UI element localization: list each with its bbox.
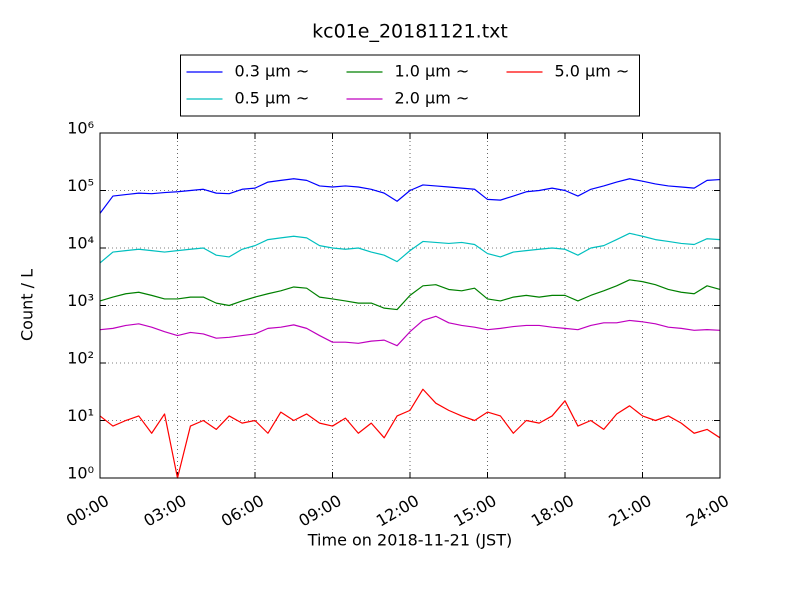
- legend-label: 0.5 μm ~: [235, 89, 310, 108]
- legend-label: 2.0 μm ~: [395, 89, 470, 108]
- y-tick-label: 10⁶: [67, 119, 94, 138]
- legend-label: 1.0 μm ~: [395, 62, 470, 81]
- y-axis-label: Count / L: [18, 269, 37, 341]
- chart-title: kc01e_20181121.txt: [312, 21, 508, 43]
- y-tick-label: 10⁰: [67, 464, 94, 483]
- x-axis-label: Time on 2018-11-21 (JST): [307, 531, 512, 550]
- plot-frame: [99, 132, 721, 479]
- series-line: [99, 178, 721, 214]
- series-line: [99, 232, 721, 264]
- series-line: [99, 315, 721, 347]
- y-tick-label: 10³: [67, 291, 94, 310]
- y-tick-label: 10²: [67, 349, 94, 368]
- series-line: [99, 388, 721, 479]
- y-tick-label: 10⁵: [67, 176, 94, 195]
- y-tick-label: 10⁴: [67, 234, 94, 253]
- series-line: [99, 279, 721, 311]
- legend-box: [180, 54, 640, 117]
- legend-label: 5.0 μm ~: [555, 62, 630, 81]
- legend-label: 0.3 μm ~: [235, 62, 310, 81]
- y-tick-label: 10¹: [67, 406, 94, 425]
